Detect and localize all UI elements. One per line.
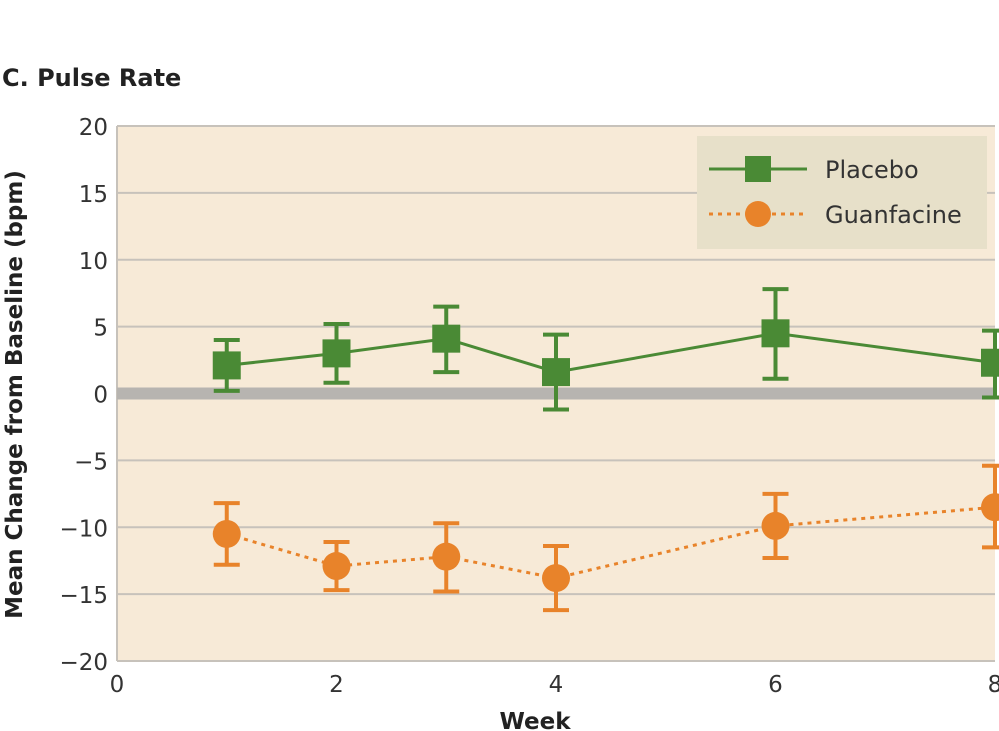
x-tick-label: 8 [988, 672, 999, 698]
data-point-circle [322, 552, 351, 581]
data-point-circle [981, 493, 999, 522]
y-tick-label: −10 [59, 516, 108, 542]
data-point-square [432, 324, 461, 353]
x-tick-label: 6 [768, 672, 783, 698]
legend: Placebo Guanfacine [697, 136, 987, 249]
data-point-circle [432, 542, 461, 571]
data-point-circle [212, 519, 241, 548]
legend-marker-placebo [745, 156, 771, 182]
y-tick-label: 5 [93, 316, 108, 342]
y-axis-label: Mean Change from Baseline (bpm) [2, 170, 28, 619]
x-axis-label: Week [499, 709, 571, 731]
legend-box [697, 136, 987, 249]
y-tick-label: −20 [59, 650, 108, 676]
series-line [226, 331, 996, 374]
series-placebo [212, 287, 999, 412]
y-tick-label: 15 [79, 182, 108, 208]
series-line [226, 505, 996, 580]
y-axis-ticks: 20 15 10 5 0 −5 −10 −15 −20 [59, 115, 108, 676]
data-point-square [761, 319, 790, 348]
data-series [212, 287, 999, 613]
legend-marker-guanfacine [745, 201, 771, 227]
y-tick-label: −5 [74, 449, 108, 475]
data-point-circle [761, 511, 790, 540]
y-tick-label: −15 [59, 583, 108, 609]
data-point-circle [542, 564, 570, 593]
data-point-square [212, 351, 241, 380]
data-point-square [322, 339, 351, 368]
y-tick-label: 0 [93, 383, 108, 409]
legend-label-guanfacine: Guanfacine [825, 201, 962, 229]
data-point-square [542, 358, 570, 387]
y-tick-label: 10 [79, 249, 108, 275]
data-point-square [981, 348, 999, 377]
series-guanfacine [212, 463, 999, 613]
chart-title: C. Pulse Rate [2, 64, 181, 92]
x-tick-label: 2 [329, 672, 344, 698]
legend-label-placebo: Placebo [825, 156, 919, 184]
x-tick-label: 4 [549, 672, 564, 698]
x-axis-ticks: 0 2 4 6 8 [110, 672, 999, 698]
x-tick-label: 0 [110, 672, 125, 698]
y-tick-label: 20 [79, 115, 108, 141]
